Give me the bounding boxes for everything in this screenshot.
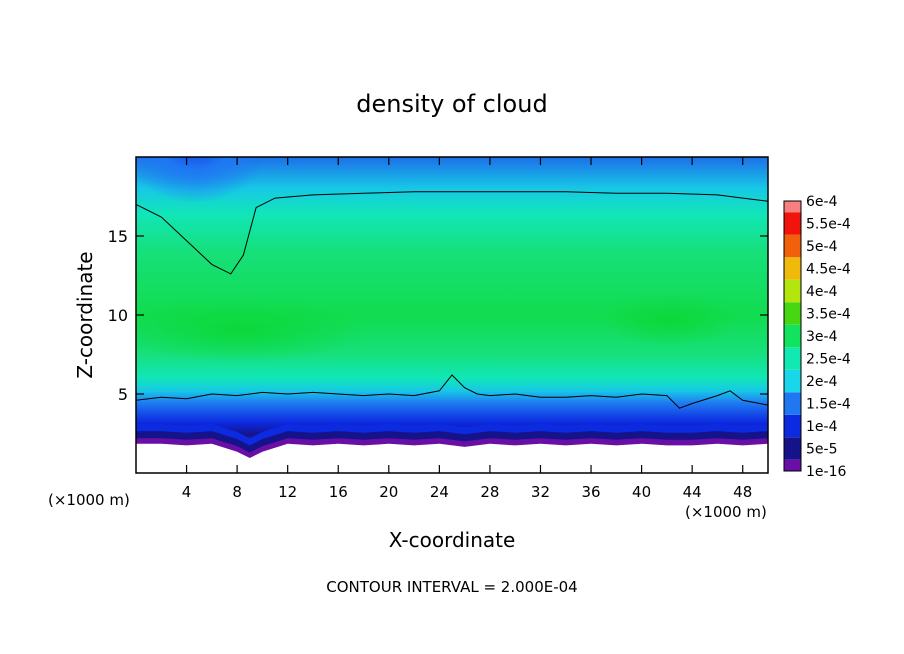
colorbar-label: 4.5e-4: [806, 262, 851, 278]
colorbar-swatch: [784, 437, 801, 460]
x-tick-label: 24: [430, 483, 449, 501]
x-tick-label: 44: [683, 483, 702, 501]
colorbar-swatch: [784, 414, 801, 438]
colorbar-swatch: [784, 201, 801, 213]
x-tick-label: 4: [182, 483, 192, 501]
colorbar-label: 2.5e-4: [806, 352, 851, 368]
colorbar-swatch: [784, 324, 801, 348]
colorbar-label: 5e-4: [806, 239, 838, 255]
top-left-clear-region: [136, 157, 260, 225]
y-tick-label: 15: [108, 227, 128, 246]
cloud-free-region: [136, 443, 768, 473]
y-tick-label: 5: [118, 385, 128, 404]
y-axis-label: Z-coordinate: [73, 251, 97, 378]
colorbar-label: 4e-4: [806, 284, 838, 300]
plot-area: [136, 157, 768, 473]
colorbar-swatch: [784, 369, 801, 393]
x-tick-label: 48: [733, 483, 752, 501]
core-highlight-right: [600, 294, 740, 346]
x-tick-label: 36: [581, 483, 600, 501]
colorbar-frame: [783, 200, 802, 472]
x-units-left: (×1000 m): [48, 491, 130, 509]
x-tick-label: 40: [632, 483, 651, 501]
colorbar-swatch: [784, 347, 801, 370]
colorbar-label: 5.5e-4: [806, 217, 851, 233]
colorbar: 1e-16 5e-5 1e-4 1.5e-4 2e-4 2.5e-4 3e-4 3.5e-4 4…: [783, 194, 851, 480]
contour-line-lower: [136, 374, 768, 409]
core-highlight-left: [136, 298, 370, 362]
colorbar-label: 1e-16: [806, 464, 846, 480]
x-tick-label: 20: [379, 483, 398, 501]
contour-interval-note: CONTOUR INTERVAL = 2.000E-04: [326, 578, 577, 596]
colorbar-swatch: [784, 257, 801, 280]
x-tick-label: 32: [531, 483, 550, 501]
colorbar-swatch: [784, 392, 801, 415]
x-tick-label: 16: [329, 483, 348, 501]
colorbar-swatch: [784, 234, 801, 258]
chart-title: density of cloud: [356, 90, 547, 118]
colorbar-swatch: [784, 459, 801, 471]
colorbar-label: 5e-5: [806, 442, 837, 458]
colorbar-label: 6e-4: [806, 194, 838, 210]
colorbar-swatch: [784, 279, 801, 303]
colorbar-swatch: [784, 302, 801, 325]
colorbar-label: 3.5e-4: [806, 307, 851, 323]
colorbar-swatch: [784, 212, 801, 235]
colorbar-label: 1.5e-4: [806, 397, 851, 413]
colorbar-label: 1e-4: [806, 419, 838, 435]
x-tick-label: 8: [232, 483, 242, 501]
colorbar-label: 2e-4: [806, 374, 838, 390]
x-tick-label: 28: [480, 483, 499, 501]
x-axis-label: X-coordinate: [389, 528, 516, 552]
contour-line-upper: [136, 191, 768, 275]
y-tick-label: 10: [108, 306, 128, 325]
x-units-right: (×1000 m): [685, 503, 767, 521]
x-tick-label: 12: [278, 483, 297, 501]
colorbar-label: 3e-4: [806, 329, 838, 345]
